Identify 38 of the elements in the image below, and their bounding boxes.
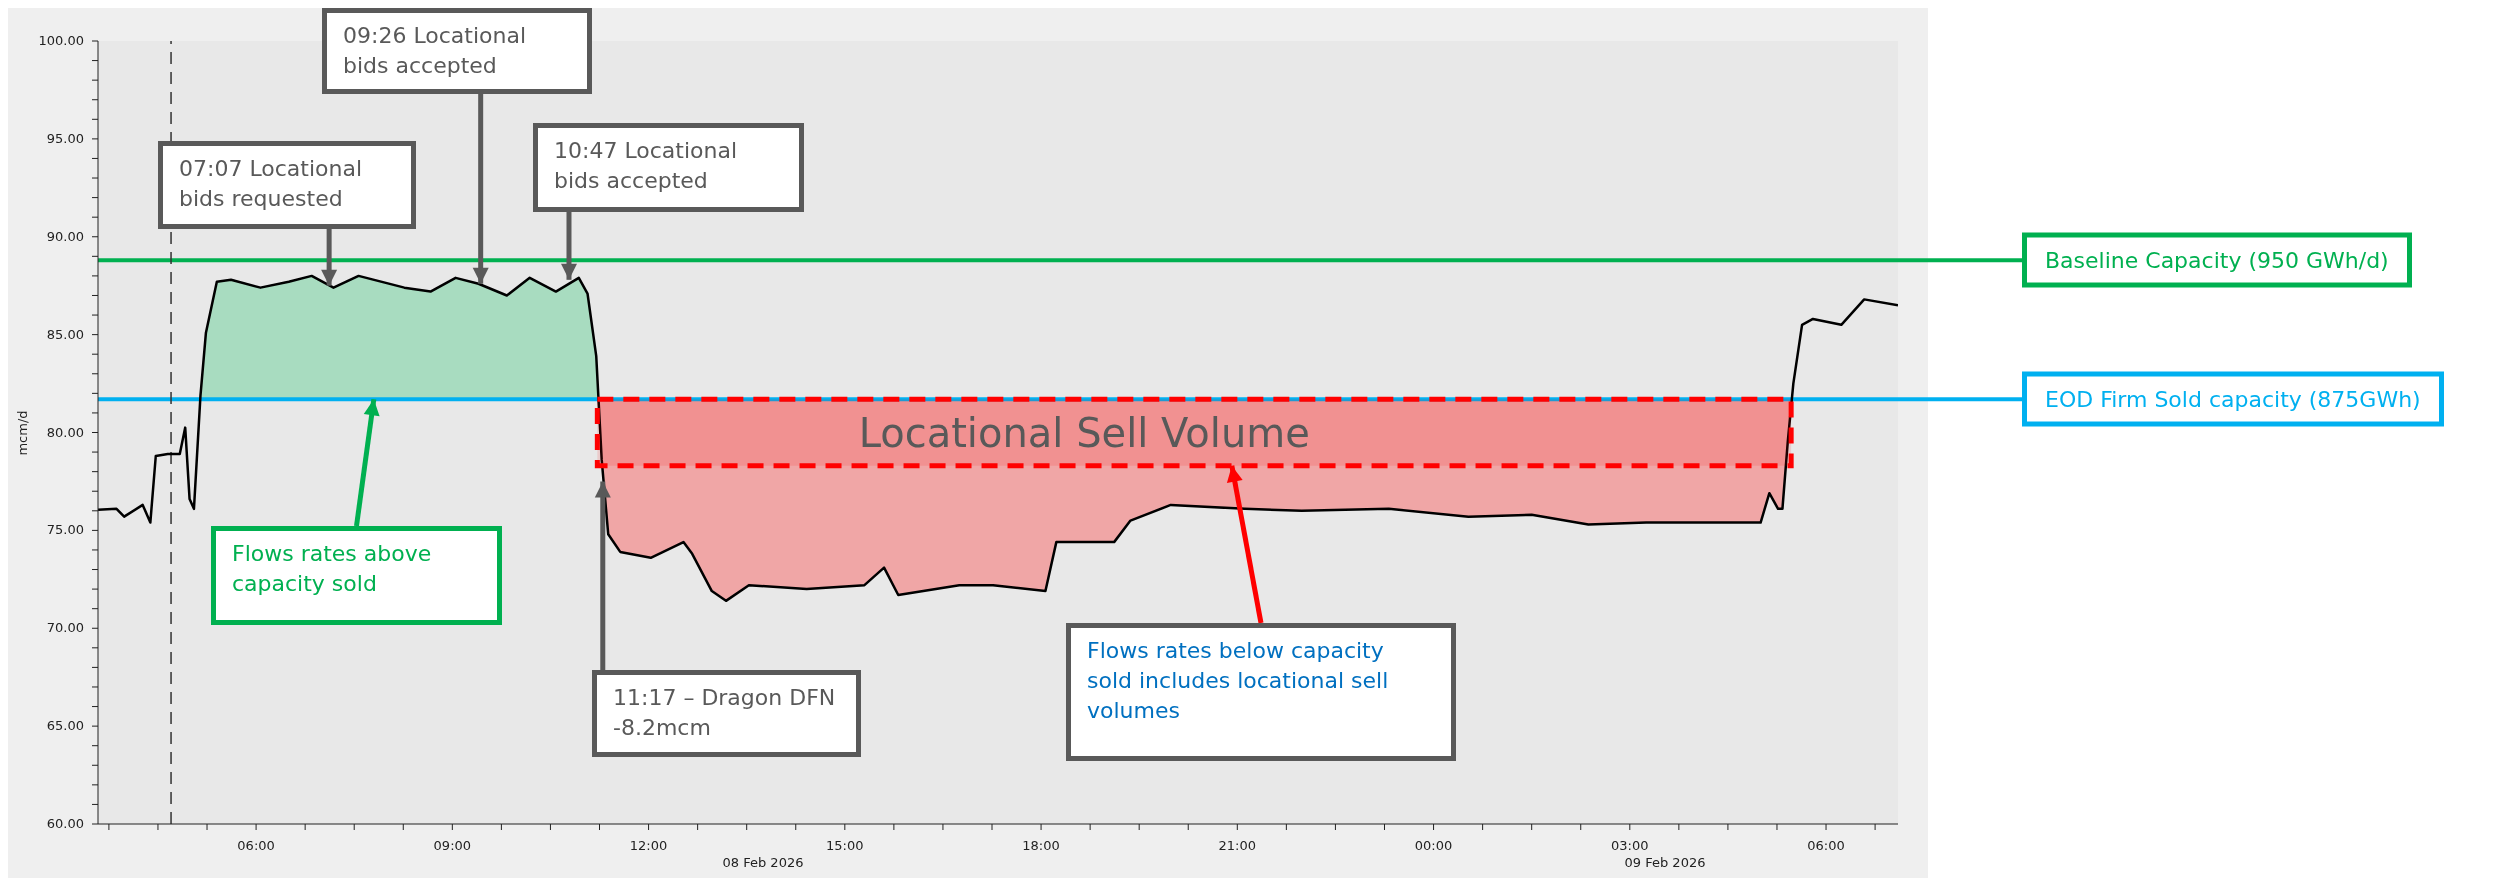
callout: Baseline Capacity (950 GWh/d) [2022,232,2412,288]
callout: Flows rates above capacity sold [211,526,502,625]
x-tick-label: 09:00 [433,838,472,853]
text: 08 Feb 2026 [722,854,804,870]
x-tick-label: 12:00 [629,838,668,853]
callout: 07:07 Locational bids requested [158,141,416,229]
text: 09 Feb 2026 [1624,854,1706,870]
y-tick-label: 70.00 [46,620,84,636]
y-tick-label: 85.00 [46,326,84,342]
callout: Flows rates below capacity sold includes locational sell volumes [1066,623,1456,761]
annotation: Flows rates above capacity sold [232,541,432,596]
y-tick-label: 90.00 [46,228,84,244]
ref-line-label: Baseline Capacity (950 GWh/d) [2045,247,2389,273]
callout: 09:26 Locational bids accepted [322,8,592,94]
y-axis-title: mcm/d [14,409,30,456]
x-tick-label: 00:00 [1414,838,1453,853]
y-tick-label: 65.00 [46,718,84,734]
y-tick-label: 80.00 [46,424,84,440]
band-label: Locational Sell Volume [858,409,1310,456]
annotation: 09:26 Locational bids accepted [343,23,527,78]
x-tick-label: 18:00 [1022,838,1060,853]
callout: 11:17 – Dragon DFN -8.2mcm [592,670,861,757]
y-tick-label: 60.00 [46,816,84,831]
x-tick-label: 06:00 [237,838,275,853]
callout: EOD Firm Sold capacity (875GWh) [2022,371,2444,427]
callout: 10:47 Locational bids accepted [533,123,804,212]
x-tick-label: 06:00 [1807,838,1845,853]
annotation: Flows rates below capacity sold includes locational sell volumes [1087,638,1389,723]
annotation: 10:47 Locational bids accepted [554,138,738,193]
annotation: 07:07 Locational bids requested [179,156,363,211]
y-tick-label: 75.00 [46,522,84,538]
x-tick-label: 15:00 [826,838,864,853]
y-tick-label: 95.00 [46,130,84,146]
y-tick-label: 100.00 [38,33,84,48]
annotation: 11:17 – Dragon DFN -8.2mcm [613,685,836,740]
x-tick-label: 03:00 [1611,838,1649,853]
x-tick-label: 21:00 [1218,838,1257,853]
ref-line-label: EOD Firm Sold capacity (875GWh) [2045,386,2421,412]
